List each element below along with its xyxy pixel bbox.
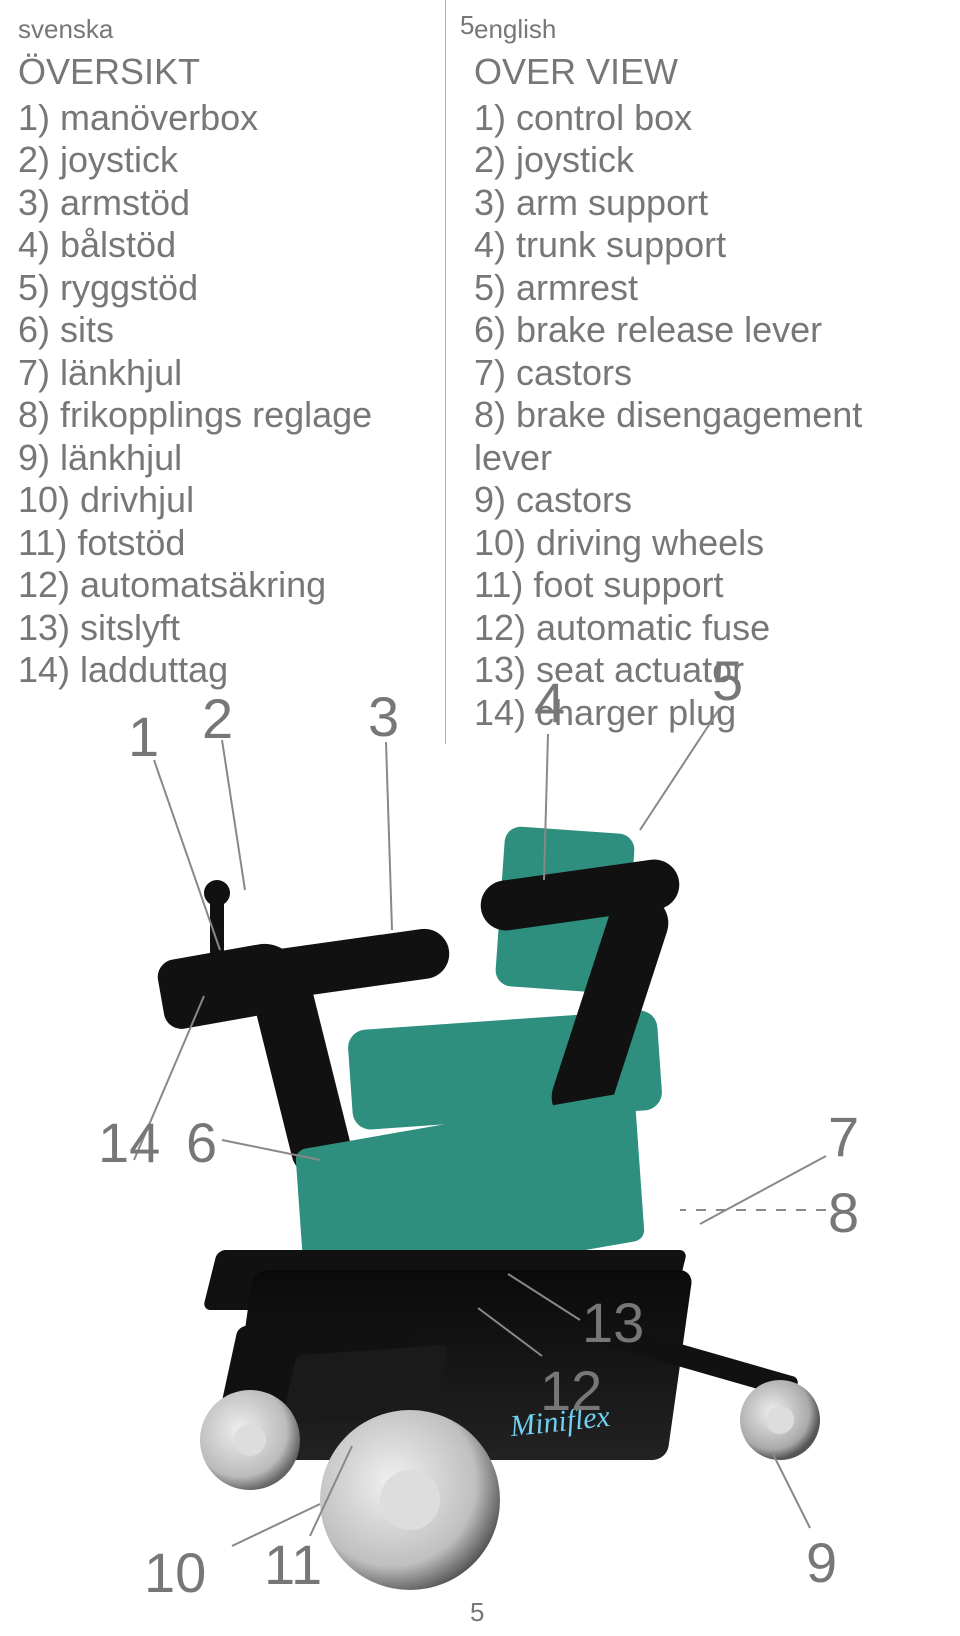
list-sv: 1) manöverbox 2) joystick 3) armstöd 4) … bbox=[18, 97, 427, 692]
callout-number-10: 10 bbox=[144, 1540, 206, 1605]
list-item: 12) automatsäkring bbox=[18, 564, 427, 606]
list-item: 9) länkhjul bbox=[18, 437, 427, 479]
list-item: 4) trunk support bbox=[474, 224, 907, 266]
callout-number-8: 8 bbox=[828, 1180, 859, 1245]
list-item: 10) driving wheels bbox=[474, 522, 907, 564]
callout-number-6: 6 bbox=[186, 1110, 217, 1175]
list-item: 3) arm support bbox=[474, 182, 907, 224]
wheelchair-diagram: Miniflex 1234567891011121314 bbox=[0, 620, 960, 1600]
page: 5 svenska ÖVERSIKT 1) manöverbox 2) joys… bbox=[0, 0, 960, 1636]
list-item: 11) foot support bbox=[474, 564, 907, 606]
callout-number-11: 11 bbox=[264, 1532, 322, 1597]
list-item: 10) drivhjul bbox=[18, 479, 427, 521]
list-item: 6) sits bbox=[18, 309, 427, 351]
callout-number-7: 7 bbox=[828, 1104, 859, 1169]
list-item: 3) armstöd bbox=[18, 182, 427, 224]
page-number-bottom: 5 bbox=[470, 1597, 484, 1628]
callout-number-4: 4 bbox=[534, 670, 565, 735]
list-item: 11) fotstöd bbox=[18, 522, 427, 564]
list-item: 7) castors bbox=[474, 352, 907, 394]
list-item: 8) brake disengagement lever bbox=[474, 394, 907, 479]
callout-number-9: 9 bbox=[806, 1530, 837, 1595]
list-item: 1) control box bbox=[474, 97, 907, 139]
callout-number-12: 12 bbox=[540, 1358, 602, 1423]
list-item: 1) manöverbox bbox=[18, 97, 427, 139]
callout-number-3: 3 bbox=[368, 684, 399, 749]
list-item: 5) ryggstöd bbox=[18, 267, 427, 309]
callout-number-1: 1 bbox=[128, 704, 159, 769]
list-item: 7) länkhjul bbox=[18, 352, 427, 394]
list-item: 5) armrest bbox=[474, 267, 907, 309]
list-item: 2) joystick bbox=[18, 139, 427, 181]
list-item: 8) frikopplings reglage bbox=[18, 394, 427, 436]
list-item: 4) bålstöd bbox=[18, 224, 427, 266]
callout-number-14: 14 bbox=[98, 1110, 160, 1175]
list-item: 2) joystick bbox=[474, 139, 907, 181]
list-item: 9) castors bbox=[474, 479, 907, 521]
heading-en: OVER VIEW bbox=[474, 51, 907, 93]
heading-sv: ÖVERSIKT bbox=[18, 51, 427, 93]
list-item: 6) brake release lever bbox=[474, 309, 907, 351]
callout-number-2: 2 bbox=[202, 686, 233, 751]
callout-number-5: 5 bbox=[712, 648, 743, 713]
lang-label-en: english bbox=[474, 14, 907, 45]
lang-label-sv: svenska bbox=[18, 14, 427, 45]
callout-number-13: 13 bbox=[582, 1290, 644, 1355]
